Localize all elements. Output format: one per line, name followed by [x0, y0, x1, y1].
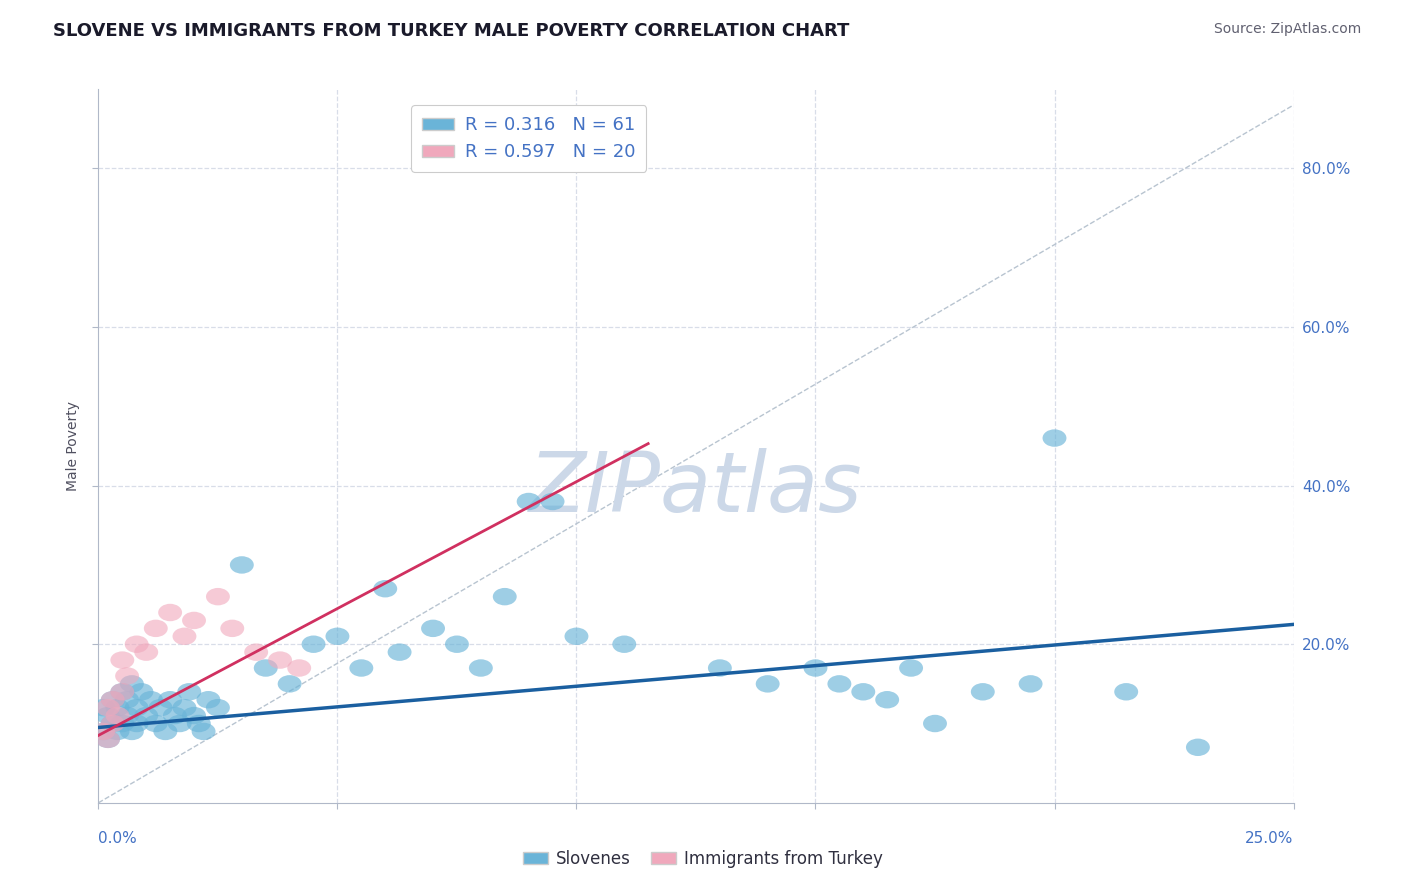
Ellipse shape [167, 714, 191, 732]
Ellipse shape [143, 714, 167, 732]
Ellipse shape [125, 714, 149, 732]
Text: Source: ZipAtlas.com: Source: ZipAtlas.com [1213, 22, 1361, 37]
Ellipse shape [900, 659, 924, 677]
Ellipse shape [135, 706, 159, 724]
Ellipse shape [125, 699, 149, 716]
Ellipse shape [105, 706, 129, 724]
Ellipse shape [207, 588, 231, 606]
Ellipse shape [139, 691, 163, 708]
Ellipse shape [540, 492, 565, 510]
Ellipse shape [197, 691, 221, 708]
Ellipse shape [91, 723, 115, 740]
Ellipse shape [1019, 675, 1043, 692]
Ellipse shape [149, 699, 173, 716]
Ellipse shape [269, 651, 292, 669]
Ellipse shape [111, 714, 135, 732]
Ellipse shape [129, 683, 153, 700]
Legend: R = 0.316   N = 61, R = 0.597   N = 20: R = 0.316 N = 61, R = 0.597 N = 20 [411, 105, 647, 172]
Ellipse shape [191, 723, 215, 740]
Ellipse shape [177, 683, 201, 700]
Ellipse shape [105, 699, 129, 716]
Ellipse shape [565, 628, 589, 645]
Ellipse shape [852, 683, 876, 700]
Legend: Slovenes, Immigrants from Turkey: Slovenes, Immigrants from Turkey [516, 844, 890, 875]
Ellipse shape [183, 612, 207, 629]
Ellipse shape [254, 659, 278, 677]
Ellipse shape [231, 557, 254, 574]
Y-axis label: Male Poverty: Male Poverty [66, 401, 80, 491]
Ellipse shape [96, 731, 120, 748]
Ellipse shape [301, 635, 326, 653]
Ellipse shape [111, 683, 135, 700]
Ellipse shape [115, 691, 139, 708]
Ellipse shape [207, 699, 231, 716]
Ellipse shape [163, 706, 187, 724]
Ellipse shape [350, 659, 374, 677]
Ellipse shape [91, 723, 115, 740]
Ellipse shape [422, 620, 446, 637]
Ellipse shape [101, 714, 125, 732]
Ellipse shape [101, 714, 125, 732]
Ellipse shape [494, 588, 517, 606]
Ellipse shape [173, 628, 197, 645]
Ellipse shape [827, 675, 852, 692]
Text: 25.0%: 25.0% [1246, 831, 1294, 847]
Ellipse shape [972, 683, 995, 700]
Ellipse shape [91, 699, 115, 716]
Ellipse shape [876, 691, 900, 708]
Ellipse shape [125, 635, 149, 653]
Ellipse shape [173, 699, 197, 716]
Ellipse shape [446, 635, 470, 653]
Text: ZIPatlas: ZIPatlas [529, 449, 863, 529]
Ellipse shape [1043, 429, 1067, 447]
Text: SLOVENE VS IMMIGRANTS FROM TURKEY MALE POVERTY CORRELATION CHART: SLOVENE VS IMMIGRANTS FROM TURKEY MALE P… [53, 22, 849, 40]
Ellipse shape [709, 659, 733, 677]
Ellipse shape [96, 699, 120, 716]
Ellipse shape [470, 659, 494, 677]
Ellipse shape [120, 675, 143, 692]
Ellipse shape [221, 620, 245, 637]
Ellipse shape [183, 706, 207, 724]
Ellipse shape [187, 714, 211, 732]
Ellipse shape [159, 691, 183, 708]
Ellipse shape [101, 691, 125, 708]
Ellipse shape [96, 706, 120, 724]
Ellipse shape [143, 620, 167, 637]
Ellipse shape [96, 731, 120, 748]
Text: 0.0%: 0.0% [98, 831, 138, 847]
Ellipse shape [111, 651, 135, 669]
Ellipse shape [374, 580, 398, 598]
Ellipse shape [278, 675, 302, 692]
Ellipse shape [1115, 683, 1139, 700]
Ellipse shape [804, 659, 827, 677]
Ellipse shape [101, 691, 125, 708]
Ellipse shape [120, 723, 143, 740]
Ellipse shape [115, 667, 139, 685]
Ellipse shape [517, 492, 541, 510]
Ellipse shape [245, 643, 269, 661]
Ellipse shape [922, 714, 948, 732]
Ellipse shape [388, 643, 412, 661]
Ellipse shape [159, 604, 183, 621]
Ellipse shape [135, 643, 159, 661]
Ellipse shape [153, 723, 177, 740]
Ellipse shape [287, 659, 311, 677]
Ellipse shape [326, 628, 350, 645]
Ellipse shape [105, 723, 129, 740]
Ellipse shape [111, 683, 135, 700]
Ellipse shape [115, 706, 139, 724]
Ellipse shape [756, 675, 780, 692]
Ellipse shape [1187, 739, 1211, 756]
Ellipse shape [613, 635, 637, 653]
